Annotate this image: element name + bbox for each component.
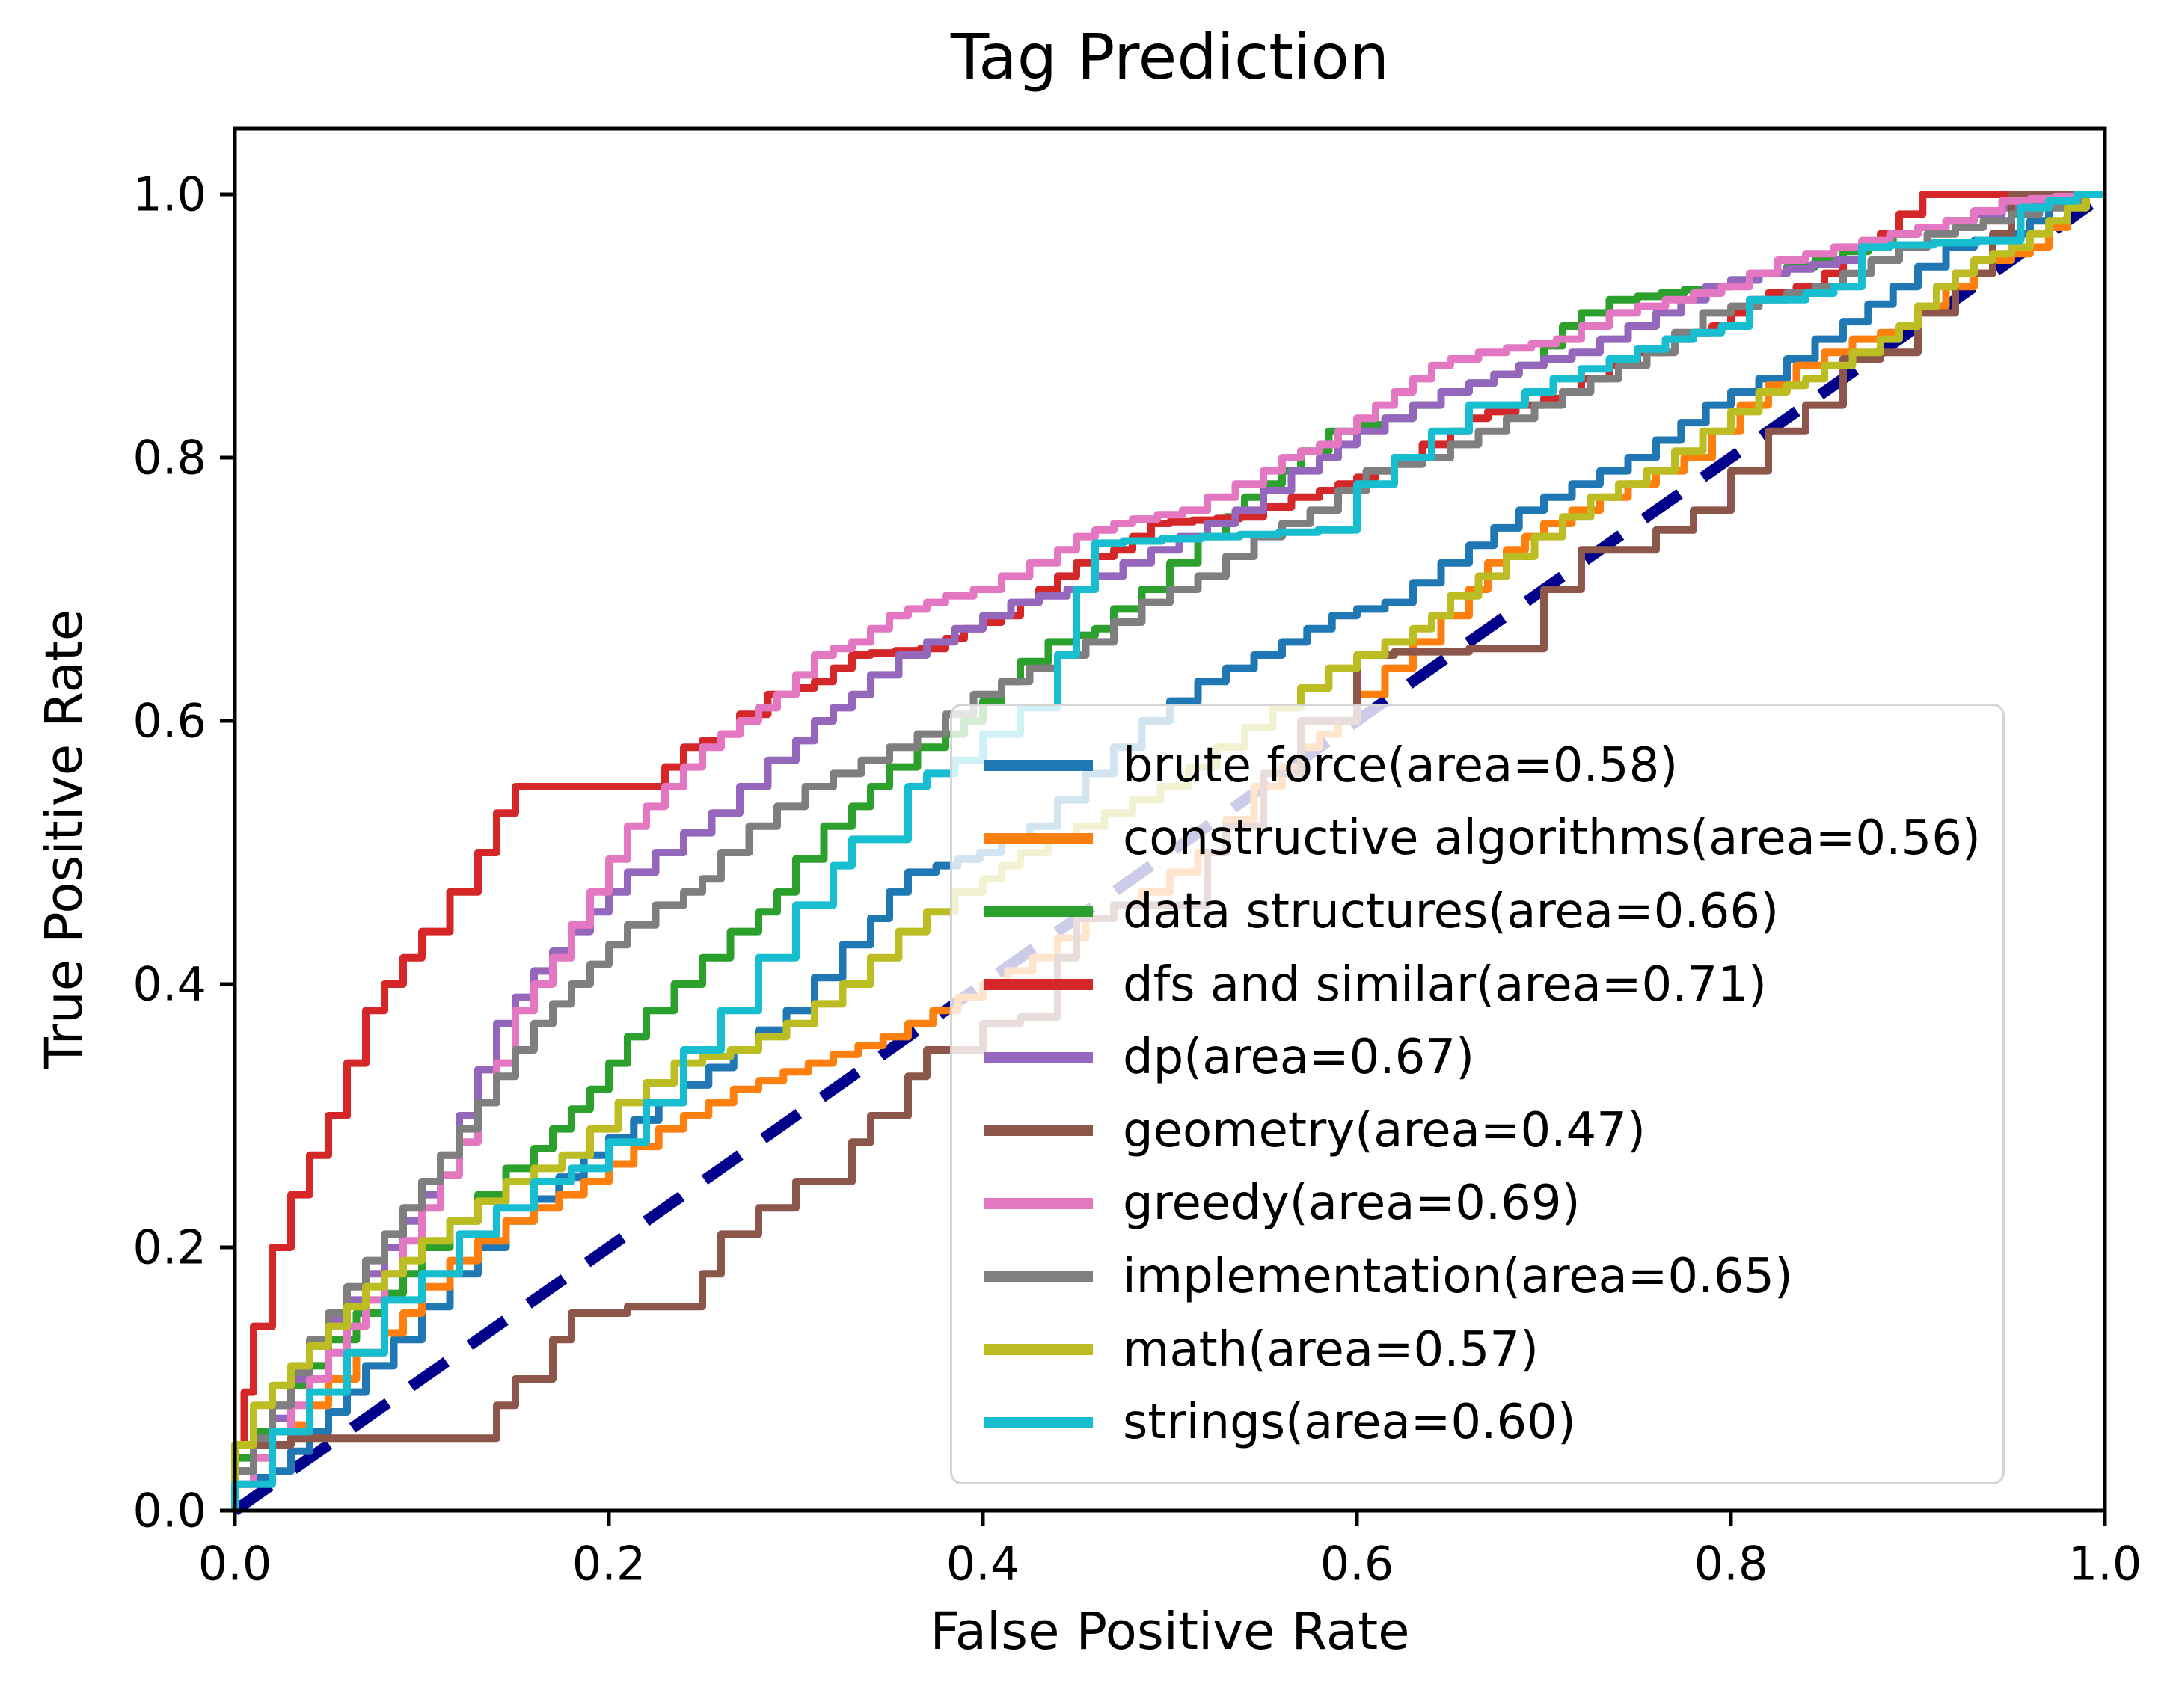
legend-item-geometry: geometry(area=0.47) <box>984 1107 1987 1155</box>
x-tick-label: 0.8 <box>1694 1536 1768 1591</box>
legend: brute force(area=0.58) constructive algor… <box>950 704 2005 1484</box>
roc-curve-strings <box>231 191 2105 1511</box>
legend-swatch-data-structures <box>984 906 1093 918</box>
legend-item-label: dp(area=0.67) <box>1123 1030 1475 1086</box>
legend-item-label: geometry(area=0.47) <box>1123 1102 1646 1158</box>
y-tick-label: 0.0 <box>132 1484 206 1538</box>
y-axis-label: True Positive Rate <box>34 609 94 1069</box>
legend-item-brute-force: brute force(area=0.58) <box>984 742 1987 790</box>
legend-item-label: strings(area=0.60) <box>1123 1395 1576 1451</box>
legend-swatch-strings <box>984 1416 1093 1428</box>
legend-item-dp: dp(area=0.67) <box>984 1033 1987 1081</box>
legend-swatch-implementation <box>984 1271 1093 1282</box>
legend-item-label: dfs and similar(area=0.71) <box>1123 956 1767 1013</box>
legend-item-implementation: implementation(area=0.65) <box>984 1253 1987 1300</box>
legend-item-dfs-and-similar: dfs and similar(area=0.71) <box>984 961 1987 1009</box>
axes-box <box>233 126 2107 1513</box>
x-tick-label: 0.0 <box>198 1536 272 1591</box>
x-tick-label: 0.6 <box>1320 1536 1394 1591</box>
legend-swatch-geometry <box>984 1125 1093 1137</box>
legend-swatch-brute-force <box>984 760 1093 772</box>
x-tick-label: 0.4 <box>946 1536 1020 1591</box>
y-tick-label: 0.6 <box>132 694 206 749</box>
legend-item-data-structures: data structures(area=0.66) <box>984 888 1987 936</box>
y-tick-label: 0.2 <box>132 1220 206 1275</box>
legend-item-constructive-algorithms: constructive algorithms(area=0.56) <box>984 814 1987 862</box>
y-tick-label: 1.0 <box>132 168 206 222</box>
legend-item-label: implementation(area=0.65) <box>1123 1249 1793 1304</box>
legend-swatch-greedy <box>984 1197 1093 1209</box>
legend-item-label: data structures(area=0.66) <box>1123 883 1780 939</box>
legend-item-label: constructive algorithms(area=0.56) <box>1123 811 1981 867</box>
roc-curve-dp <box>231 191 2105 1511</box>
chart-title: Tag Prediction <box>950 20 1390 93</box>
legend-item-strings: strings(area=0.60) <box>984 1398 1987 1446</box>
x-tick-label: 1.0 <box>2068 1536 2142 1591</box>
chance-diagonal-line <box>231 189 2109 1516</box>
legend-swatch-dfs-and-similar <box>984 979 1093 990</box>
legend-swatch-dp <box>984 1051 1093 1063</box>
x-axis-label: False Positive Rate <box>930 1602 1410 1662</box>
y-tick-label: 0.8 <box>132 431 206 485</box>
legend-item-label: brute force(area=0.58) <box>1123 737 1679 793</box>
legend-item-greedy: greedy(area=0.69) <box>984 1179 1987 1227</box>
x-tick-label: 0.2 <box>572 1536 646 1591</box>
legend-item-label: math(area=0.57) <box>1123 1321 1539 1377</box>
y-tick-label: 0.4 <box>132 957 206 1012</box>
legend-item-math: math(area=0.57) <box>984 1326 1987 1374</box>
legend-item-label: greedy(area=0.69) <box>1123 1176 1581 1232</box>
legend-swatch-math <box>984 1344 1093 1356</box>
legend-swatch-constructive-algorithms <box>984 832 1093 844</box>
